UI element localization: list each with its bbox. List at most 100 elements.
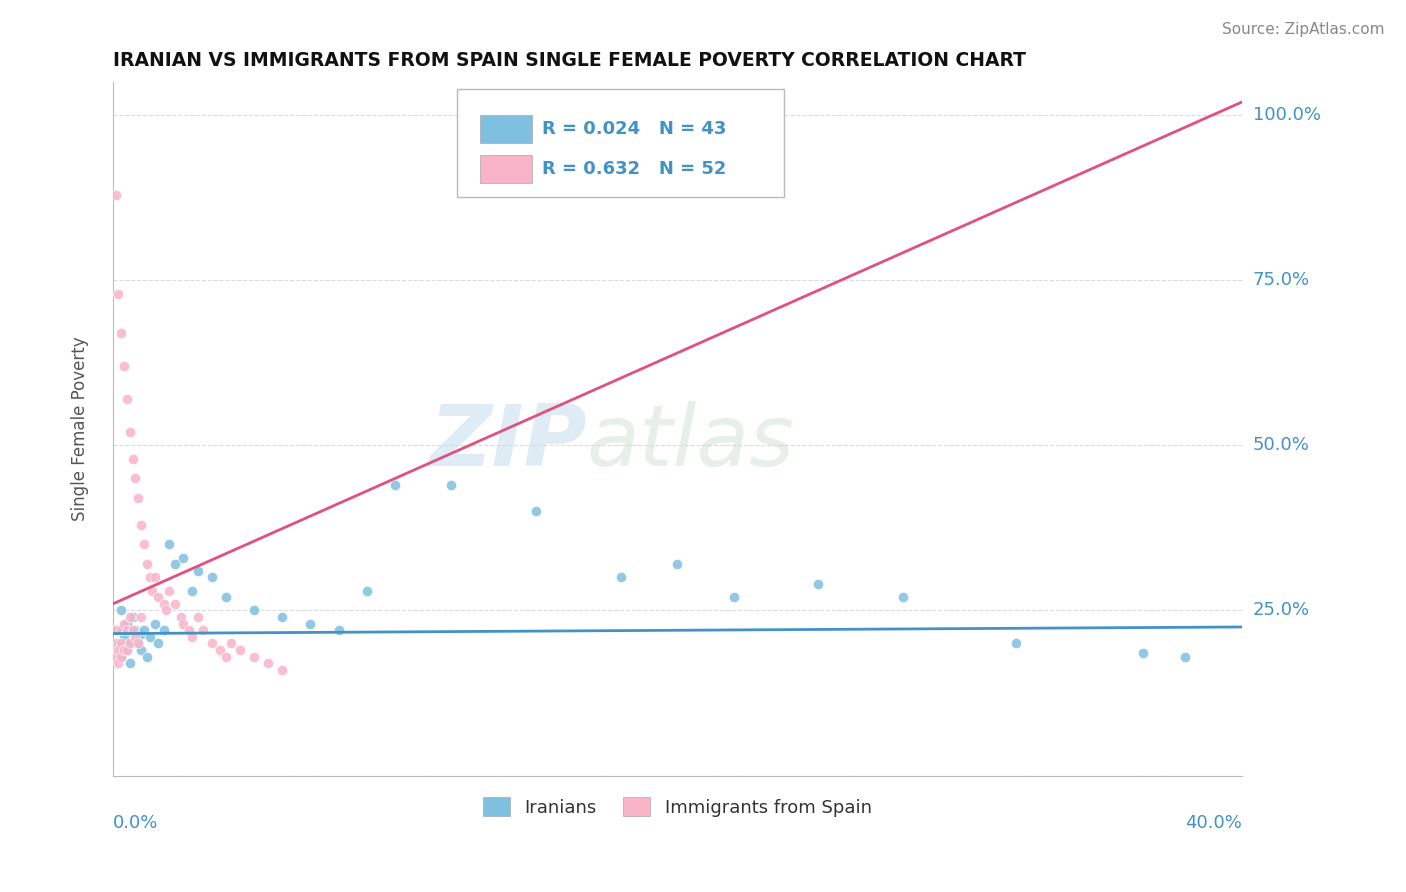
Point — [169, 610, 191, 624]
Point — [143, 570, 166, 584]
Point — [172, 550, 194, 565]
Point — [129, 626, 152, 640]
Point — [107, 643, 129, 657]
Point — [129, 610, 152, 624]
Point — [1132, 646, 1154, 660]
Point — [524, 504, 547, 518]
Point — [115, 643, 138, 657]
FancyBboxPatch shape — [479, 155, 531, 183]
Point — [118, 636, 141, 650]
Point — [115, 643, 138, 657]
Point — [186, 610, 208, 624]
Point — [666, 558, 689, 572]
Point — [229, 643, 252, 657]
Text: R = 0.632   N = 52: R = 0.632 N = 52 — [541, 160, 725, 178]
Point — [243, 603, 266, 617]
Point — [135, 649, 157, 664]
Point — [191, 624, 214, 638]
Point — [299, 616, 322, 631]
Point — [121, 624, 143, 638]
Point — [115, 616, 138, 631]
Point — [104, 624, 127, 638]
Point — [104, 187, 127, 202]
Point — [1005, 636, 1028, 650]
Point — [221, 636, 243, 650]
Point — [118, 636, 141, 650]
Text: IRANIAN VS IMMIGRANTS FROM SPAIN SINGLE FEMALE POVERTY CORRELATION CHART: IRANIAN VS IMMIGRANTS FROM SPAIN SINGLE … — [112, 51, 1026, 70]
Text: 0.0%: 0.0% — [112, 814, 159, 832]
Point — [180, 583, 202, 598]
Point — [132, 624, 155, 638]
Point — [127, 636, 149, 650]
Point — [118, 657, 141, 671]
Point — [723, 591, 745, 605]
Point — [209, 643, 232, 657]
Point — [129, 517, 152, 532]
Point — [141, 583, 163, 598]
Point — [201, 570, 224, 584]
Point — [201, 636, 224, 650]
Text: 75.0%: 75.0% — [1253, 271, 1310, 289]
Point — [138, 630, 160, 644]
Point — [172, 616, 194, 631]
Point — [110, 636, 132, 650]
Point — [180, 630, 202, 644]
Point — [215, 649, 238, 664]
Point — [271, 663, 294, 677]
Point — [118, 610, 141, 624]
Point — [104, 649, 127, 664]
Point — [177, 624, 200, 638]
Point — [328, 624, 350, 638]
FancyBboxPatch shape — [479, 115, 531, 143]
Point — [157, 583, 180, 598]
Text: 25.0%: 25.0% — [1253, 601, 1310, 619]
Point — [132, 537, 155, 551]
Point — [891, 591, 914, 605]
Point — [124, 630, 146, 644]
Point — [610, 570, 633, 584]
Text: Source: ZipAtlas.com: Source: ZipAtlas.com — [1222, 22, 1385, 37]
Point — [112, 643, 135, 657]
Point — [107, 624, 129, 638]
Point — [110, 649, 132, 664]
Point — [152, 624, 174, 638]
Point — [112, 616, 135, 631]
Point — [257, 657, 280, 671]
Point — [215, 591, 238, 605]
Point — [127, 636, 149, 650]
Point — [124, 624, 146, 638]
Point — [127, 491, 149, 506]
Point — [163, 597, 186, 611]
Point — [112, 359, 135, 374]
Point — [152, 597, 174, 611]
Point — [807, 577, 830, 591]
Text: 40.0%: 40.0% — [1185, 814, 1241, 832]
Point — [118, 425, 141, 440]
Point — [110, 649, 132, 664]
Point — [146, 636, 169, 650]
Point — [138, 570, 160, 584]
Text: ZIP: ZIP — [429, 401, 586, 484]
Point — [107, 286, 129, 301]
Point — [110, 603, 132, 617]
Text: R = 0.024   N = 43: R = 0.024 N = 43 — [541, 120, 725, 137]
Point — [384, 478, 406, 492]
FancyBboxPatch shape — [457, 89, 785, 197]
Legend: Iranians, Immigrants from Spain: Iranians, Immigrants from Spain — [475, 790, 879, 824]
Point — [143, 616, 166, 631]
Text: atlas: atlas — [586, 401, 794, 484]
Point — [440, 478, 463, 492]
Text: 100.0%: 100.0% — [1253, 106, 1320, 124]
Point — [107, 636, 129, 650]
Point — [121, 451, 143, 466]
Point — [115, 392, 138, 407]
Point — [163, 558, 186, 572]
Point — [121, 610, 143, 624]
Point — [129, 643, 152, 657]
Point — [104, 636, 127, 650]
Point — [135, 558, 157, 572]
Point — [124, 471, 146, 485]
Point — [243, 649, 266, 664]
Point — [271, 610, 294, 624]
Text: 50.0%: 50.0% — [1253, 436, 1309, 454]
